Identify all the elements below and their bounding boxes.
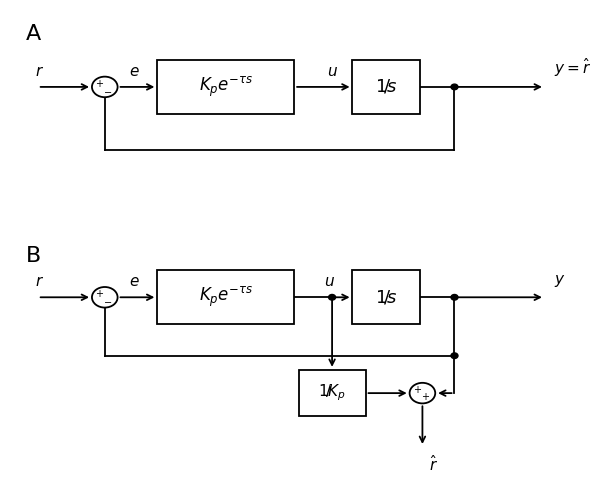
Circle shape [329, 294, 335, 300]
Text: $r$: $r$ [35, 274, 44, 289]
Text: $1\!/\!s$: $1\!/\!s$ [374, 288, 397, 306]
Text: $e$: $e$ [128, 63, 139, 79]
Text: $e$: $e$ [128, 274, 139, 289]
Text: $y=\hat{r}$: $y=\hat{r}$ [554, 56, 591, 79]
Text: +: + [95, 289, 104, 300]
Bar [352, 270, 419, 324]
Text: $\hat{r}$: $\hat{r}$ [430, 454, 439, 474]
Text: $-$: $-$ [103, 296, 112, 306]
Bar [157, 60, 294, 114]
Circle shape [451, 84, 458, 90]
Text: $1\!/\!s$: $1\!/\!s$ [374, 78, 397, 96]
Circle shape [410, 383, 435, 403]
Text: $K_p e^{-\tau s}$: $K_p e^{-\tau s}$ [199, 75, 253, 99]
Text: $1\!/\!K_p$: $1\!/\!K_p$ [318, 383, 346, 403]
Bar [157, 270, 294, 324]
Circle shape [92, 287, 118, 308]
Bar [352, 60, 419, 114]
Text: $u$: $u$ [323, 274, 335, 289]
Text: B: B [26, 246, 41, 266]
Circle shape [451, 353, 458, 359]
Text: +: + [421, 392, 430, 402]
Text: $u$: $u$ [326, 63, 338, 79]
Text: $K_p e^{-\tau s}$: $K_p e^{-\tau s}$ [199, 285, 253, 310]
Text: $y$: $y$ [554, 273, 565, 289]
Bar [299, 370, 365, 417]
Circle shape [92, 77, 118, 97]
Text: $-$: $-$ [103, 85, 112, 96]
Text: A: A [26, 24, 41, 44]
Text: $r$: $r$ [35, 63, 44, 79]
Text: +: + [95, 79, 104, 89]
Circle shape [451, 294, 458, 300]
Text: +: + [413, 385, 421, 396]
